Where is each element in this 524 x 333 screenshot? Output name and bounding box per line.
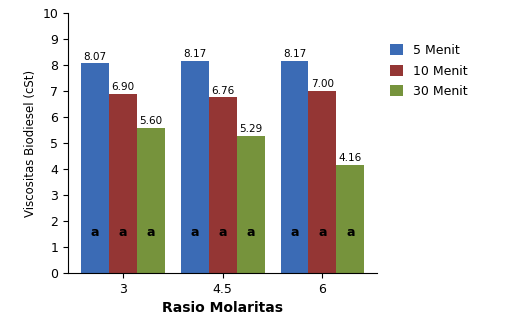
Text: 6.90: 6.90 <box>112 82 135 92</box>
Bar <box>81 64 109 273</box>
Text: a: a <box>147 226 155 239</box>
Bar <box>181 61 209 273</box>
Text: a: a <box>119 226 127 239</box>
Text: 7.00: 7.00 <box>311 80 334 90</box>
Text: 6.76: 6.76 <box>211 86 234 96</box>
Text: 5.60: 5.60 <box>139 116 162 126</box>
X-axis label: Rasio Molaritas: Rasio Molaritas <box>162 301 283 315</box>
Text: a: a <box>346 226 355 239</box>
Legend: 5 Menit, 10 Menit, 30 Menit: 5 Menit, 10 Menit, 30 Menit <box>387 40 471 102</box>
Text: 8.17: 8.17 <box>183 49 206 59</box>
Text: a: a <box>191 226 199 239</box>
Text: a: a <box>219 226 227 239</box>
Text: a: a <box>91 226 99 239</box>
Text: 8.07: 8.07 <box>83 52 106 62</box>
Text: 5.29: 5.29 <box>239 124 262 134</box>
Bar <box>137 128 165 273</box>
Text: a: a <box>318 226 326 239</box>
Y-axis label: Viscositas Biodiesel (cSt): Viscositas Biodiesel (cSt) <box>24 70 37 217</box>
Text: a: a <box>290 226 299 239</box>
Bar <box>336 165 364 273</box>
Bar <box>209 98 237 273</box>
Bar <box>237 136 265 273</box>
Bar <box>309 91 336 273</box>
Bar <box>280 61 309 273</box>
Text: 4.16: 4.16 <box>339 153 362 163</box>
Text: 8.17: 8.17 <box>283 49 306 59</box>
Text: a: a <box>246 226 255 239</box>
Bar <box>109 94 137 273</box>
